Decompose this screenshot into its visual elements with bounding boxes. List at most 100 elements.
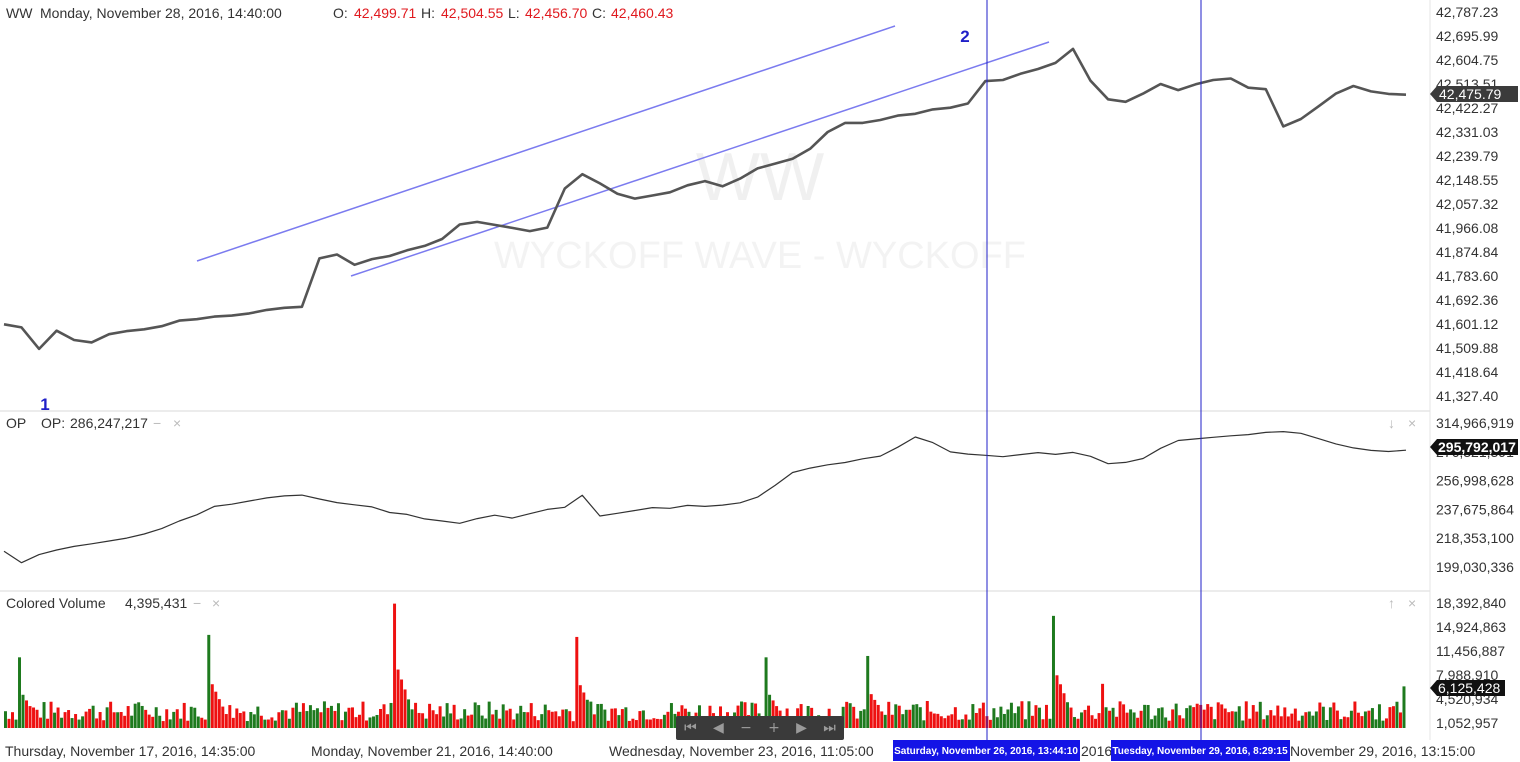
- volume-bar: [1101, 683, 1105, 728]
- volume-bar: [273, 720, 277, 728]
- high-value: 42,504.55: [441, 5, 503, 21]
- volume-bar: [298, 711, 302, 728]
- volume-panel-value: 4,395,431: [125, 595, 187, 611]
- volume-bar: [1363, 711, 1367, 728]
- scroll-right-icon[interactable]: ▶: [796, 720, 807, 736]
- volume-series: [4, 603, 1406, 728]
- op-close-icon[interactable]: ×: [173, 415, 181, 431]
- volume-bar: [589, 701, 593, 728]
- volume-bar: [1367, 710, 1371, 728]
- volume-bar: [743, 702, 747, 728]
- volume-bar: [133, 703, 137, 728]
- op-panel-close-icon[interactable]: ×: [1408, 415, 1416, 431]
- volume-bar: [873, 699, 877, 728]
- volume-panel-close-icon[interactable]: ×: [1408, 595, 1416, 611]
- first-bar-icon[interactable]: ⏮: [684, 720, 697, 736]
- volume-bar: [740, 701, 744, 728]
- channel-upper-line[interactable]: [196, 25, 896, 262]
- volume-bar: [165, 709, 169, 728]
- volume-bar: [1353, 701, 1357, 728]
- volume-bar: [1171, 709, 1175, 728]
- volume-bar: [1041, 719, 1045, 728]
- zoom-out-icon[interactable]: −: [740, 720, 752, 736]
- volume-bar: [32, 707, 36, 728]
- volume-bar: [1069, 707, 1073, 728]
- volume-bar: [63, 712, 67, 728]
- volume-bar: [231, 717, 235, 728]
- volume-bar: [1202, 709, 1206, 728]
- volume-bar: [967, 719, 971, 728]
- price-axis: 42,787.2342,695.9942,604.7542,513.5142,4…: [1436, 4, 1498, 404]
- volume-bar: [480, 715, 484, 728]
- volume-bar: [28, 706, 32, 728]
- volume-minimize-icon[interactable]: −: [193, 595, 201, 611]
- cursor-time-badge-2: Tuesday, November 29, 2016, 8:29:15: [1111, 740, 1290, 761]
- volume-bar: [1321, 706, 1325, 728]
- op-minimize-icon[interactable]: −: [153, 415, 161, 431]
- volume-bar: [1139, 710, 1143, 728]
- volume-bar: [1034, 705, 1038, 728]
- volume-bar: [564, 709, 568, 728]
- op-tick-label: 314,966,919: [1436, 415, 1514, 431]
- volume-bar: [382, 704, 386, 728]
- volume-bar: [116, 712, 120, 728]
- volume-move-up-icon[interactable]: ↑: [1388, 595, 1395, 611]
- volume-bar: [168, 719, 172, 728]
- zoom-in-icon[interactable]: +: [768, 720, 780, 736]
- volume-bar: [1059, 684, 1062, 728]
- volume-bar: [1073, 717, 1076, 728]
- volume-bar: [501, 704, 505, 728]
- volume-bar: [154, 707, 158, 728]
- volume-bar: [936, 713, 940, 728]
- op-series: [3, 431, 1407, 564]
- volume-bar: [329, 705, 333, 728]
- volume-bar: [81, 716, 85, 728]
- volume-bar: [999, 706, 1003, 728]
- volume-bar: [582, 692, 586, 728]
- volume-bar: [42, 702, 46, 728]
- volume-close-icon[interactable]: ×: [212, 595, 220, 611]
- volume-bar: [39, 717, 43, 728]
- volume-bar: [445, 703, 449, 728]
- volume-bar: [452, 704, 456, 728]
- volume-bar: [925, 700, 929, 728]
- volume-bar: [119, 712, 123, 728]
- volume-bar: [322, 701, 326, 728]
- op-tick-label: 256,998,628: [1436, 473, 1514, 489]
- x-label-1: Thursday, November 17, 2016, 14:35:00: [5, 743, 256, 759]
- price-tick-label: 42,787.23: [1436, 4, 1498, 20]
- volume-bar: [988, 719, 992, 728]
- volume-bar: [578, 685, 582, 728]
- volume-bar: [1342, 716, 1346, 728]
- volume-bar: [1398, 712, 1402, 728]
- volume-bar: [365, 720, 368, 728]
- volume-bar: [1195, 703, 1199, 728]
- price-tick-label: 42,148.55: [1436, 172, 1498, 188]
- volume-bar: [1030, 715, 1034, 728]
- op-move-down-icon[interactable]: ↓: [1388, 415, 1395, 431]
- last-bar-icon[interactable]: ⏭: [823, 720, 836, 736]
- volume-bar: [456, 719, 460, 728]
- volume-bar: [158, 715, 162, 728]
- price-tick-label: 41,418.64: [1436, 364, 1498, 380]
- volume-bar: [477, 705, 481, 728]
- volume-bar: [915, 704, 919, 728]
- volume-bar: [421, 713, 425, 728]
- volume-bar: [49, 701, 53, 728]
- volume-bar: [424, 718, 428, 728]
- volume-bar: [112, 712, 116, 728]
- scroll-left-icon[interactable]: ◀: [713, 720, 724, 736]
- volume-bar: [294, 702, 298, 728]
- volume-bar: [995, 717, 999, 728]
- volume-bar: [347, 707, 351, 728]
- volume-bar: [386, 714, 390, 728]
- volume-bar: [277, 712, 281, 728]
- volume-bar: [1006, 709, 1010, 728]
- volume-bar: [1255, 711, 1259, 728]
- volume-bar: [1297, 720, 1301, 728]
- symbol-label: WW: [6, 5, 33, 21]
- volume-tick-label: 11,456,887: [1436, 643, 1505, 659]
- volume-bar: [291, 707, 295, 728]
- volume-bar: [1248, 718, 1252, 728]
- channel-lower-line[interactable]: [350, 41, 1050, 277]
